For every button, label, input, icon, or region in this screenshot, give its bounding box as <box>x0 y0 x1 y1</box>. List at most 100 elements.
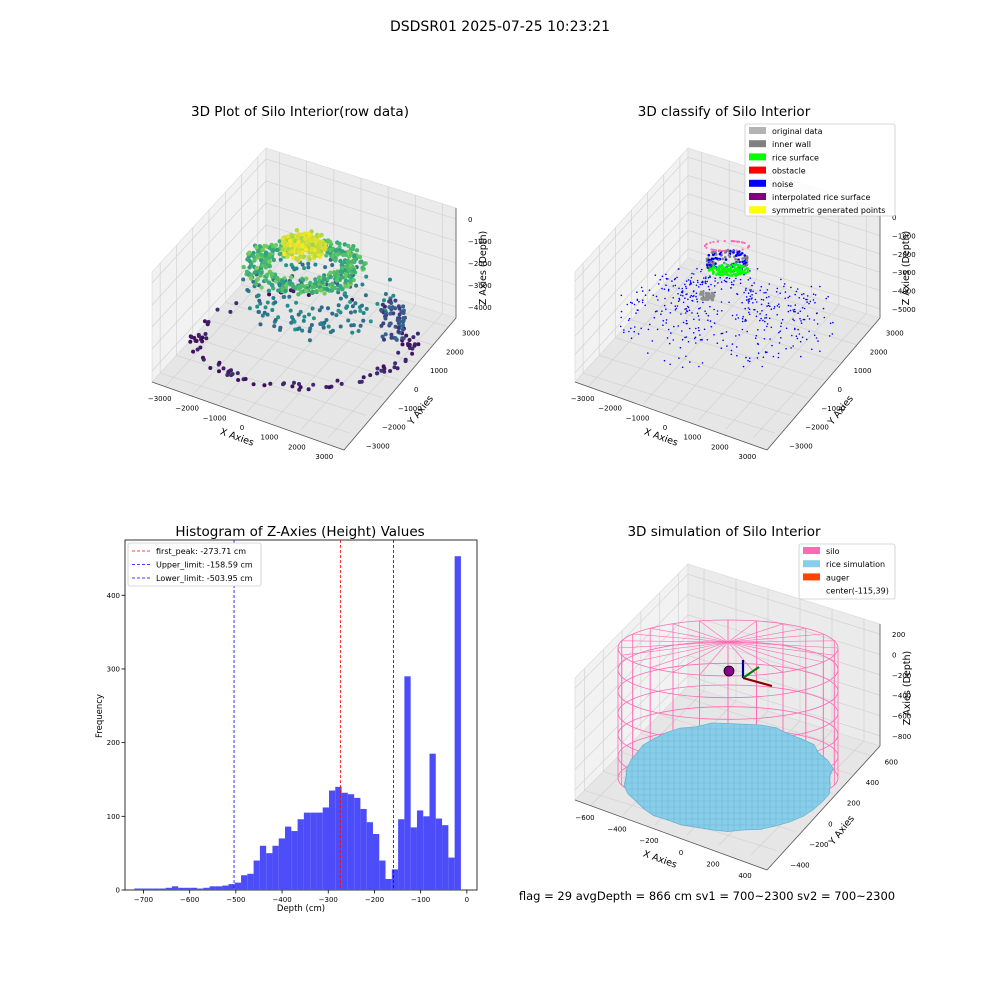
p2-noise-point <box>681 287 683 290</box>
p2-noise-point <box>649 323 651 326</box>
p2-noise-point <box>686 293 688 295</box>
p1-point <box>380 334 385 339</box>
p2-noise-point <box>765 317 768 319</box>
p2-noise-point <box>799 317 801 320</box>
p1-point <box>336 273 341 279</box>
p2-original-point <box>716 240 720 243</box>
p2-original-point <box>705 243 708 246</box>
p1-point <box>227 369 232 374</box>
hist-bar <box>385 878 392 890</box>
p1-point <box>309 248 314 253</box>
p1-y-tick: 2000 <box>446 348 464 356</box>
hist-bar <box>366 822 373 890</box>
p2-noise-point <box>641 301 644 304</box>
p2-y-tick: −2000 <box>805 424 829 432</box>
p2-wall-point <box>745 259 749 262</box>
p1-point <box>195 347 200 352</box>
p2-noise-point <box>692 295 694 298</box>
p2-z-tick: 0 <box>892 214 896 222</box>
hist-bar <box>423 816 430 890</box>
p2-noise-point <box>661 275 664 278</box>
hist-bar <box>266 853 273 890</box>
p4-x-tick: −400 <box>607 826 626 834</box>
p1-point <box>301 254 307 259</box>
p2-noise-point <box>704 310 706 313</box>
p2-noise-point <box>800 320 802 322</box>
panel1-point-cloud <box>188 228 421 392</box>
p1-point <box>330 311 335 316</box>
p2-noise-point <box>699 339 702 341</box>
hist-y-tick: 0 <box>116 887 120 895</box>
p2-noise-point <box>689 280 692 282</box>
p2-noise-point <box>678 297 680 300</box>
p2-noise-point <box>620 316 622 319</box>
p2-wall-point <box>745 263 749 267</box>
p1-point <box>324 318 329 322</box>
p1-y-tick: −3000 <box>366 443 390 451</box>
p2-noise-point <box>768 296 770 298</box>
p1-point <box>306 231 311 236</box>
p2-noise-point <box>722 339 724 342</box>
p2-rice-point <box>725 263 729 266</box>
p2-noise-point <box>754 298 757 301</box>
p1-point <box>260 247 266 253</box>
p2-wall-point <box>743 256 746 260</box>
p1-point <box>188 339 193 344</box>
p2-noise-point <box>792 345 794 347</box>
panel4-z-label: Z Axies (Depth) <box>902 651 913 725</box>
p2-noise-point <box>801 307 804 309</box>
p1-point <box>288 275 294 280</box>
p2-original-point <box>712 240 715 244</box>
p2-noise-point <box>697 281 699 284</box>
p2-noise-point <box>637 309 639 312</box>
p1-point <box>271 296 276 300</box>
p1-point <box>316 245 322 250</box>
p1-point <box>338 269 344 274</box>
p2-noise-point <box>735 335 737 337</box>
panel-histogram: Histogram of Z-Axies (Height) Values −70… <box>95 524 478 914</box>
p1-point <box>307 338 312 343</box>
p2-x-axis-line <box>574 381 768 451</box>
hist-bar <box>228 884 235 890</box>
p2-noise-point <box>620 310 623 313</box>
p2-noise-point <box>747 302 750 304</box>
p1-point <box>343 278 349 283</box>
p1-point <box>294 228 300 233</box>
hist-bar <box>379 860 386 890</box>
p2-noise-point <box>714 277 716 280</box>
p2-noise-point <box>747 307 750 309</box>
p2-noise-point <box>756 268 759 270</box>
p2-noise-point <box>623 331 625 334</box>
p1-point <box>288 308 293 313</box>
p2-noise-point <box>746 330 748 333</box>
p2-noise-point <box>701 362 704 364</box>
panel-classify-3d: 3D classify of Silo Interior −3000−2000−… <box>571 104 916 461</box>
p2-wall-point <box>709 261 712 264</box>
p1-point <box>318 288 324 293</box>
p1-point <box>267 259 272 264</box>
p2-noise-point <box>720 281 723 283</box>
p2-original-point <box>738 240 741 243</box>
p1-point <box>217 360 222 365</box>
panel4-legend: silo rice simulation auger center(-115,39) <box>798 543 896 600</box>
p1-point <box>322 277 327 282</box>
p2-noise-point <box>779 292 781 295</box>
p2-noise-point <box>744 289 747 291</box>
p2-noise-point <box>752 290 754 293</box>
p1-x-tick: 0 <box>240 424 244 432</box>
silo-wire-roof <box>727 627 806 643</box>
p2-noise-point <box>793 308 796 311</box>
p2-noise-point <box>689 281 692 284</box>
p2-noise-point <box>681 366 684 369</box>
p2-noise-point <box>707 314 710 317</box>
p1-grid-z <box>151 224 457 350</box>
p2-noise-point <box>753 282 755 284</box>
p2-noise-point <box>685 355 687 358</box>
p2-noise-point <box>708 288 711 291</box>
p1-grid-y <box>192 337 383 399</box>
p2-noise-point <box>764 317 766 319</box>
p1-z-tick: −2000 <box>468 260 492 268</box>
p2-noise-point <box>709 305 711 308</box>
hist-bar <box>159 888 166 890</box>
p2-grid-z <box>574 193 881 319</box>
